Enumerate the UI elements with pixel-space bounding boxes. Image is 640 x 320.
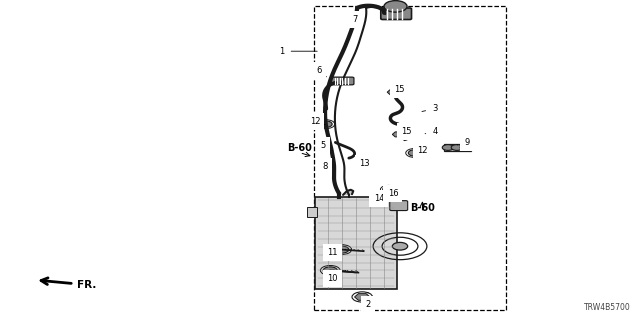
Text: 10: 10	[328, 270, 346, 283]
Text: 16: 16	[388, 189, 398, 198]
Text: 9: 9	[457, 138, 470, 147]
Text: 14: 14	[374, 194, 384, 203]
Text: 6: 6	[316, 66, 326, 77]
Bar	[314, 6, 506, 310]
FancyBboxPatch shape	[331, 77, 354, 85]
Text: 1: 1	[279, 47, 317, 56]
Text: 5: 5	[321, 141, 333, 150]
FancyBboxPatch shape	[315, 197, 397, 289]
Text: 4: 4	[425, 127, 438, 136]
Text: 15: 15	[400, 127, 412, 136]
Text: 2: 2	[365, 292, 371, 309]
Circle shape	[392, 243, 408, 250]
Polygon shape	[387, 90, 399, 95]
Circle shape	[335, 246, 349, 253]
Text: 7: 7	[353, 15, 360, 24]
Circle shape	[460, 145, 472, 150]
Text: FR.: FR.	[41, 278, 96, 290]
Text: 12: 12	[310, 117, 325, 126]
Bar	[444, 144, 471, 151]
Circle shape	[323, 267, 337, 274]
Text: TRW4B5700: TRW4B5700	[584, 303, 630, 312]
Text: 12: 12	[417, 146, 428, 155]
Text: 11: 11	[328, 248, 346, 257]
Circle shape	[383, 187, 394, 192]
Circle shape	[319, 121, 332, 127]
Text: 8: 8	[323, 162, 328, 171]
Circle shape	[442, 145, 454, 150]
Text: B-60: B-60	[287, 143, 312, 153]
Polygon shape	[355, 294, 370, 300]
FancyBboxPatch shape	[390, 201, 408, 211]
Bar	[307, 207, 317, 217]
Circle shape	[384, 1, 407, 12]
Text: 15: 15	[394, 85, 404, 94]
Circle shape	[408, 150, 421, 156]
Text: 13: 13	[360, 159, 370, 168]
Polygon shape	[343, 190, 353, 195]
Text: 3: 3	[422, 104, 438, 113]
Polygon shape	[392, 132, 404, 137]
Text: B-60: B-60	[410, 203, 435, 213]
Circle shape	[401, 130, 413, 137]
FancyBboxPatch shape	[381, 8, 412, 20]
Circle shape	[451, 145, 463, 150]
